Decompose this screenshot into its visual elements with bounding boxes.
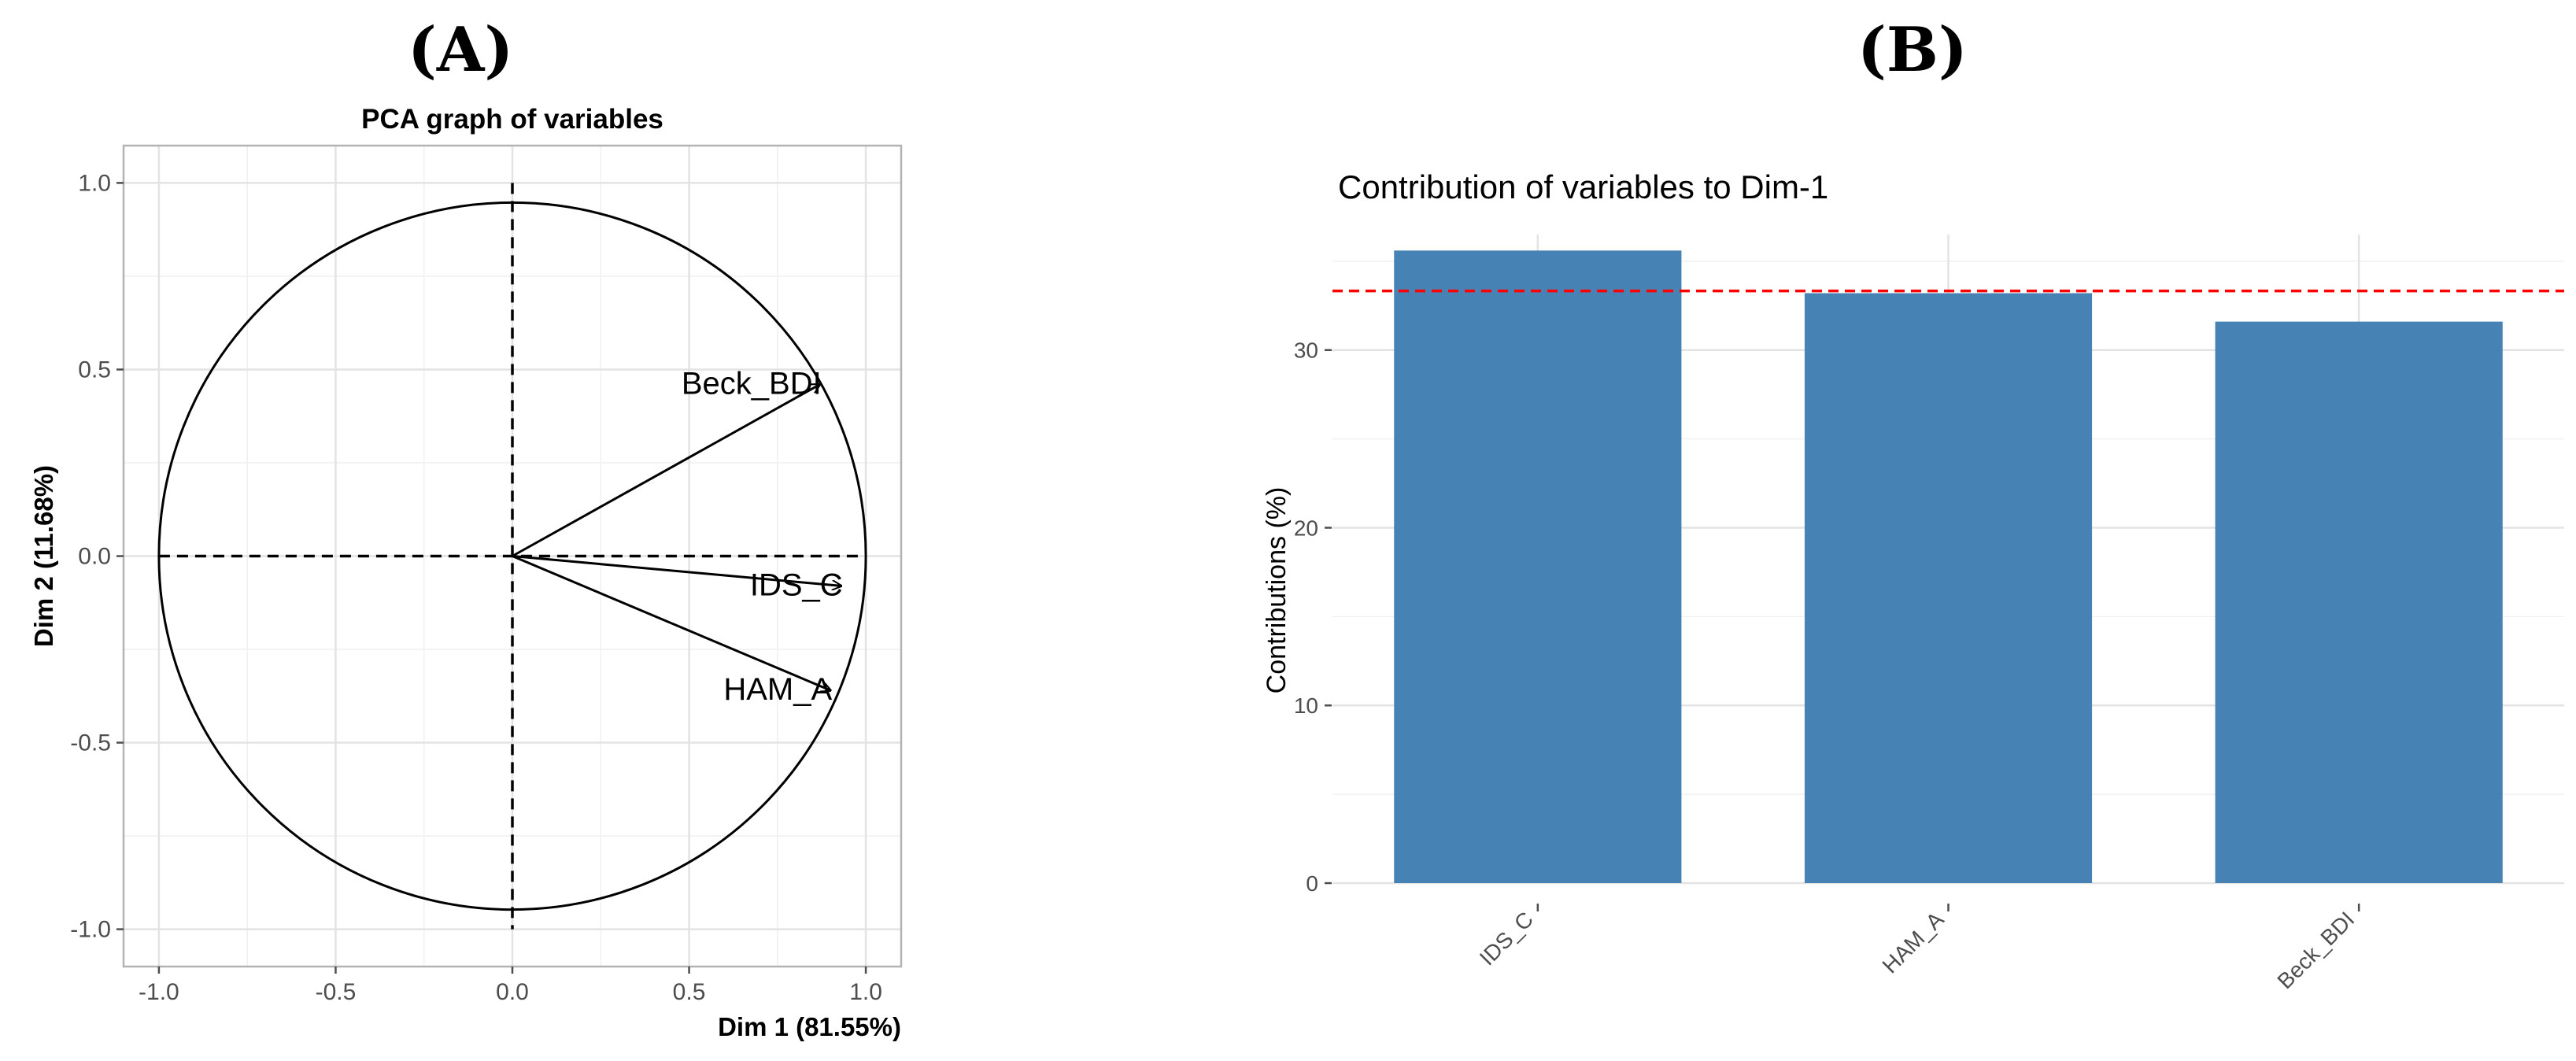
y-tick-label-b: 0 (1306, 871, 1318, 896)
y-tick-label-b: 20 (1294, 516, 1318, 540)
variable-arrow (512, 384, 820, 557)
variable-label: IDS_C (750, 567, 843, 602)
y-axis-label-a: Dim 2 (11.68%) (29, 465, 58, 647)
chart-title-a: PCA graph of variables (361, 104, 663, 135)
y-tick-label-a: 1.0 (78, 170, 111, 196)
y-axis-label-b: Contributions (%) (1262, 487, 1292, 694)
x-tick-label-a: -0.5 (316, 979, 357, 1005)
variable-label: Beck_BDI (682, 366, 822, 401)
variable-arrow (512, 555, 841, 586)
bar (1394, 250, 1682, 883)
chart-title-b: Contribution of variables to Dim-1 (1338, 168, 1828, 205)
y-tick-label-b: 30 (1294, 338, 1318, 363)
y-tick-label-a: 0.0 (78, 544, 111, 570)
x-tick-label-a: 0.0 (496, 979, 529, 1005)
y-tick-label-a: -1.0 (70, 917, 111, 943)
x-tick-label-b: IDS_C (1475, 907, 1538, 970)
panel-label-b: (B) (1857, 14, 1968, 86)
x-tick-label-b: HAM_A (1878, 907, 1949, 978)
variable-label: HAM_A (723, 672, 832, 707)
y-tick-label-a: 0.5 (78, 357, 111, 383)
x-tick-label-b: Beck_BDI (2272, 907, 2359, 993)
x-tick-label-a: 0.5 (673, 979, 706, 1005)
x-axis-label-a: Dim 1 (81.55%) (718, 1012, 901, 1041)
y-tick-label-b: 10 (1294, 693, 1318, 718)
panel-label-a: (A) (408, 14, 514, 86)
variable-arrow (512, 555, 830, 691)
bar (1804, 293, 2093, 883)
x-tick-label-a: 1.0 (849, 979, 882, 1005)
bar (2215, 321, 2503, 884)
x-tick-label-a: -1.0 (139, 979, 179, 1005)
y-tick-label-a: -0.5 (70, 730, 111, 756)
